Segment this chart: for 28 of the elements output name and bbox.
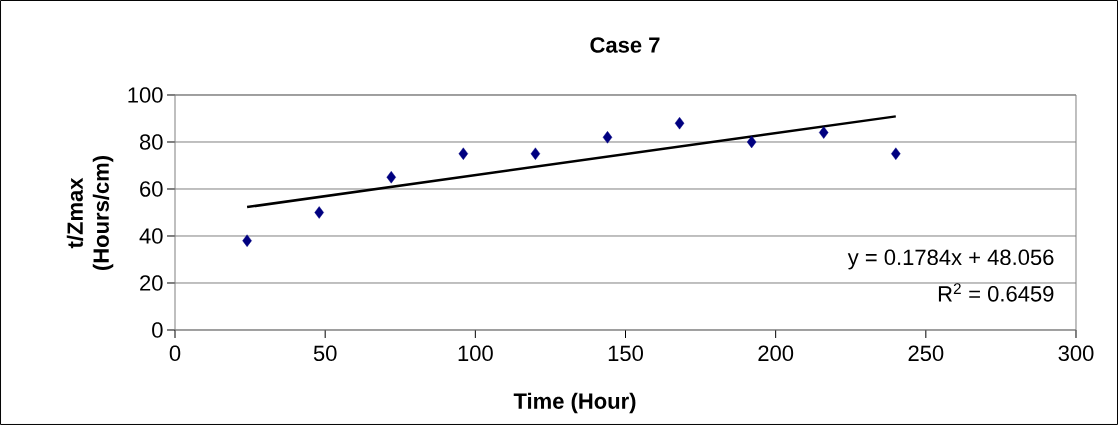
y-tick-label: 0 — [152, 322, 163, 338]
x-tick-label: 50 — [313, 345, 337, 362]
point — [242, 234, 252, 247]
y-tick-label: 100 — [128, 87, 163, 103]
point — [819, 126, 829, 139]
point — [674, 116, 685, 130]
x-axis-title: Time (Hour) — [513, 392, 636, 414]
y-axis-title: t/Zmax (Hours/cm) — [66, 156, 114, 270]
x-tick-label: 100 — [458, 345, 493, 362]
chart-title: Case 7 — [590, 37, 660, 53]
x-tick-label: 200 — [758, 345, 794, 362]
point — [314, 206, 324, 219]
x-tick-label: 300 — [1058, 345, 1094, 362]
x-tick-label: 150 — [608, 345, 643, 362]
annotation: y = 0.1784x + 48.056 — [847, 249, 1054, 270]
point — [602, 131, 613, 144]
point — [530, 147, 541, 160]
y-tick-label: 40 — [139, 228, 163, 244]
x-tick-label: 0 — [169, 345, 181, 362]
y-tick-label: 80 — [139, 134, 163, 150]
y-tick-label: 20 — [140, 275, 163, 291]
y-tick-label: 60 — [140, 181, 163, 197]
point — [386, 171, 396, 184]
point — [746, 135, 757, 149]
x-tick-label: 250 — [908, 345, 944, 362]
annotation: R$^{2}$ = 0.6459 — [938, 283, 1054, 302]
point — [458, 147, 469, 160]
point — [891, 147, 901, 160]
